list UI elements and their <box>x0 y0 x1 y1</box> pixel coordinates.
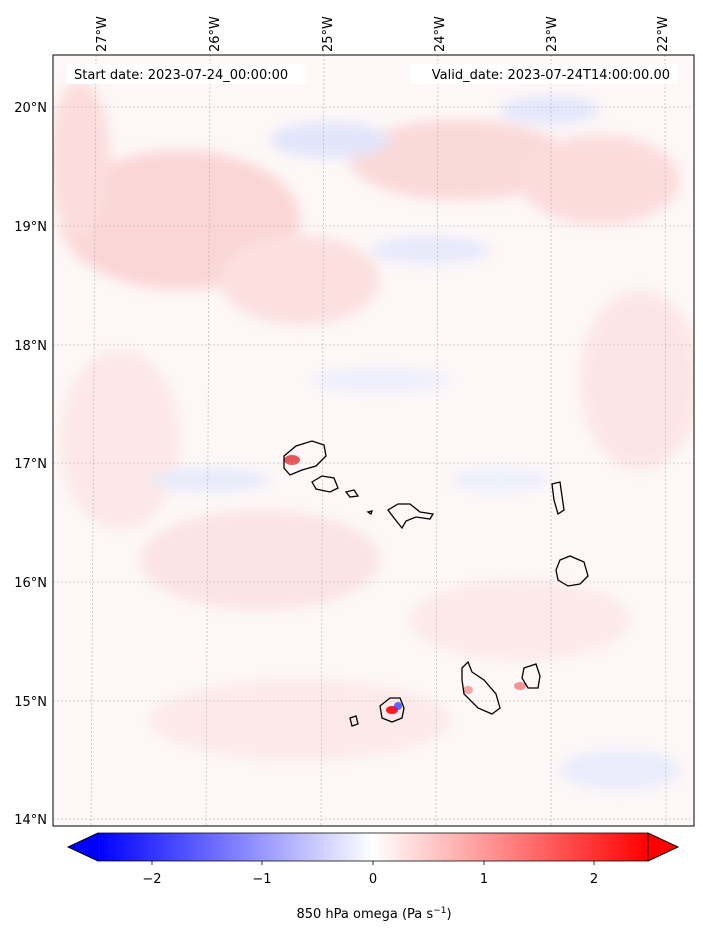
map-panel: Start date: 2023-07-24_00:00:00 Valid_da… <box>52 54 695 827</box>
start-date-label: Start date: 2023-07-24_00:00:00 <box>74 68 288 83</box>
lon-tick: 24°W <box>433 16 448 52</box>
gridlines <box>53 55 694 826</box>
colorbar-extend-low <box>67 832 99 862</box>
lon-tick: 26°W <box>208 16 223 52</box>
valid-date-label: Valid_date: 2023-07-24T14:00:00.00 <box>432 68 670 83</box>
lat-tick: 15°N <box>14 695 47 710</box>
colorbar-extend-high <box>647 832 679 862</box>
lat-tick: 18°N <box>14 339 47 354</box>
colorbar-gradient <box>98 833 648 861</box>
lat-tick: 14°N <box>14 813 47 828</box>
island-coastlines <box>283 440 589 727</box>
colorbar-tick: 1 <box>480 872 488 887</box>
colorbar-tick: −1 <box>252 872 271 887</box>
colorbar-tick: −2 <box>142 872 161 887</box>
lat-axis: 20°N 19°N 18°N 17°N 16°N 15°N 14°N <box>14 101 47 828</box>
lon-tick: 25°W <box>321 16 336 52</box>
lon-tick: 27°W <box>95 16 110 52</box>
lat-tick: 20°N <box>14 101 47 116</box>
colorbar-tick: 0 <box>369 872 377 887</box>
omega-field <box>53 55 694 826</box>
lat-tick: 17°N <box>14 457 47 472</box>
lon-tick: 22°W <box>656 16 671 52</box>
colorbar-tick: 2 <box>590 872 598 887</box>
colorbar-label: 850 hPa omega (Pa s−1) <box>296 906 451 922</box>
lon-axis: 27°W 26°W 25°W 24°W 23°W 22°W <box>95 16 671 52</box>
lon-tick: 23°W <box>545 16 560 52</box>
lat-tick: 19°N <box>14 220 47 235</box>
map-frame <box>52 54 695 827</box>
colorbar: −2 −1 0 1 2 850 hPa omega (Pa s−1) <box>67 832 679 922</box>
lat-tick: 16°N <box>14 576 47 591</box>
